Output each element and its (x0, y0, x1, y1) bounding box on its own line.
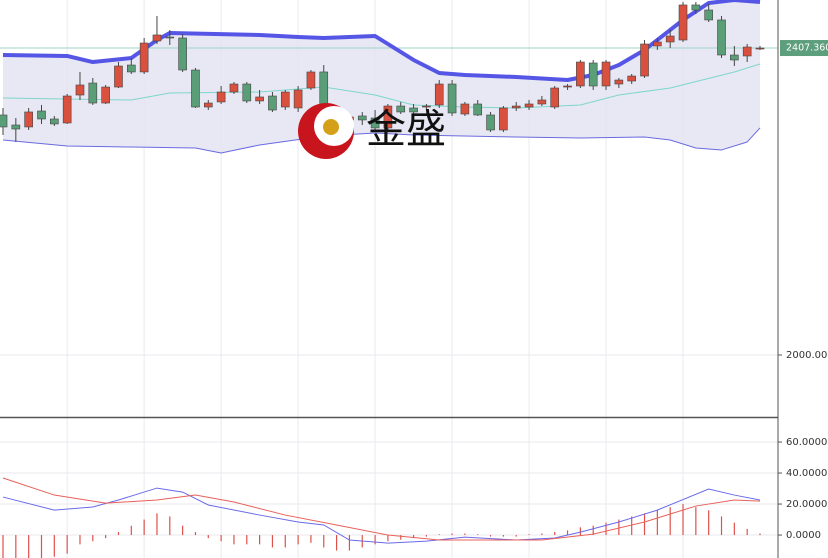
candle-body (704, 9, 713, 21)
last-price-label: 2407.360 (786, 43, 828, 54)
candle-body (37, 110, 46, 120)
y-tick-label: 40.0000 (786, 468, 827, 479)
candle-body (293, 89, 303, 109)
candle-body (280, 91, 290, 108)
candle-body (691, 4, 701, 11)
macd-line (2, 477, 761, 541)
candle-body (486, 114, 495, 131)
logo: 金盛 (298, 103, 446, 159)
candle-body (653, 41, 662, 47)
y-tick-label: 0.0000 (786, 530, 821, 541)
candle-body (717, 19, 726, 56)
candle-body (665, 35, 675, 43)
candle-body (601, 61, 611, 87)
candle-body (524, 103, 534, 108)
candle-body (178, 37, 187, 71)
band-line (2, 127, 761, 154)
candle-body (537, 99, 547, 105)
candle-body (152, 34, 162, 42)
candle-body (75, 84, 85, 96)
candle-body (447, 83, 457, 114)
candle-body (357, 115, 367, 121)
candle-body (11, 124, 21, 130)
candle-body (165, 36, 175, 39)
candle-body (588, 62, 598, 87)
candle-body (114, 65, 123, 88)
candle-body (191, 69, 200, 108)
candle-body (268, 95, 277, 111)
candle-body (139, 42, 149, 73)
candle-body (409, 107, 418, 113)
watermark: 金盛 (366, 108, 446, 152)
candle-body (730, 54, 739, 61)
candle-body (24, 111, 33, 128)
candle-body (434, 83, 444, 106)
candle-body (640, 43, 649, 77)
candle-body (101, 86, 110, 104)
candle-body (88, 82, 98, 104)
candle-body (396, 105, 406, 113)
candle-body (576, 61, 585, 87)
candle-body (678, 4, 688, 41)
candle-body (50, 118, 59, 125)
candle-body (563, 85, 572, 88)
macd-panel (0, 418, 778, 558)
candle-body (550, 87, 560, 108)
y-tick-label: 20.0000 (786, 499, 827, 510)
candle-body (499, 107, 508, 131)
candle-body (203, 102, 213, 108)
candle-body (255, 96, 264, 102)
candle-body (511, 105, 521, 109)
candle-body (473, 103, 483, 116)
candle-body (306, 71, 316, 89)
y-tick-label: 2000.00 (786, 350, 827, 361)
candle-body (229, 83, 239, 93)
y-tick-label: 60.0000 (786, 437, 827, 448)
candle-body (460, 103, 470, 115)
candle-body (242, 83, 252, 102)
candle-body (216, 91, 226, 103)
band-fill (3, 0, 760, 153)
macd-line (2, 487, 761, 544)
candle-body (742, 46, 752, 57)
candle-body (614, 79, 624, 85)
candle-body (127, 64, 136, 73)
candle-body (627, 75, 636, 82)
candle-body (62, 95, 72, 124)
candle-body (755, 47, 765, 50)
candle-body (422, 105, 431, 108)
axes: 2000.00 2407.360 0.0000 20.0000 40.0000 60.00… (778, 40, 828, 541)
logo-dot (323, 119, 339, 135)
candle-body (383, 105, 393, 129)
last-price-tag (780, 40, 828, 57)
candle-body (370, 117, 380, 129)
price-panel (0, 0, 778, 417)
candle-body (0, 114, 8, 128)
